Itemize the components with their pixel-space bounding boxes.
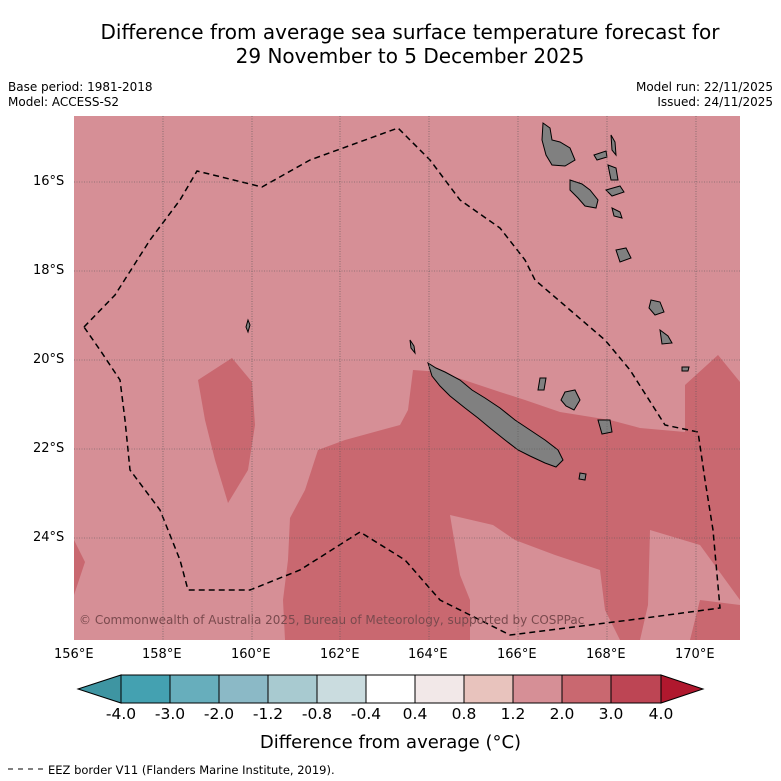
lat-label-22s: 22°S (33, 441, 65, 456)
lon-label-166e: 166°E (497, 647, 537, 662)
vanuatu-island-5 (611, 207, 623, 219)
colorbar-arrow-high (660, 674, 705, 704)
isle-of-pines-land (578, 472, 587, 481)
colorbar-tick-7: 0.4 (402, 705, 428, 723)
colorbar-seg-8 (463, 674, 514, 704)
map-credit: © Commonwealth of Australia 2025, Bureau… (79, 613, 585, 627)
lat-label-20s: 20°S (33, 352, 65, 367)
issued-date: Issued: 24/11/2025 (657, 95, 773, 109)
legend-eez-text: EEZ border V11 (Flanders Marine Institut… (48, 763, 335, 777)
colorbar-tick-8: 0.8 (451, 705, 477, 723)
colorbar-tick-12: 4.0 (648, 705, 674, 723)
colorbar-seg-7 (414, 674, 465, 704)
vanuatu-island-6 (615, 247, 632, 263)
colorbar-seg-11 (610, 674, 662, 704)
colorbar-tick-11: 3.0 (598, 705, 624, 723)
lat-label-16s: 16°S (33, 174, 65, 189)
base-period: Base period: 1981-2018 (8, 80, 153, 94)
anomaly-region-2-to-3-west (198, 358, 255, 503)
chart-title-line1: Difference from average sea surface temp… (100, 20, 720, 44)
vanuatu-central-land (569, 179, 599, 209)
loyalty-ouvea-land (537, 377, 547, 391)
lon-label-160e: 160°E (231, 647, 271, 662)
colorbar-tick-10: 2.0 (549, 705, 575, 723)
colorbar-seg-10 (561, 674, 612, 704)
vanuatu-island-9 (681, 366, 690, 372)
colorbar-seg-2 (169, 674, 220, 704)
anomaly-region-2-to-3-east (283, 355, 740, 640)
lon-label-170e: 170°E (675, 647, 715, 662)
colorbar-tick-6: -0.4 (350, 705, 382, 723)
gridlines (74, 116, 740, 640)
vanuatu-island-4 (605, 185, 625, 197)
colorbar-seg-3 (218, 674, 269, 704)
map-area (74, 116, 740, 640)
colorbar-seg-6 (365, 674, 416, 704)
colorbar (76, 674, 705, 704)
colorbar-seg-5 (316, 674, 367, 704)
colorbar-tick-3: -2.0 (203, 705, 235, 723)
model-run: Model run: 22/11/2025 (635, 80, 773, 94)
colorbar-tick-9: 1.2 (500, 705, 526, 723)
eez-border (83, 127, 721, 636)
land-masses (245, 122, 690, 481)
lat-label-24s: 24°S (33, 530, 65, 545)
model-name: Model: ACCESS-S2 (8, 95, 120, 109)
colorbar-arrow-low (76, 674, 122, 704)
loyalty-mare-land (597, 419, 613, 435)
colorbar-tick-2: -3.0 (154, 705, 186, 723)
colorbar-tick-5: -0.8 (301, 705, 333, 723)
colorbar-title: Difference from average (°C) (259, 732, 522, 753)
new-caledonia-land (427, 361, 564, 468)
lon-label-156e: 156°E (54, 647, 94, 662)
colorbar-tick-4: -1.2 (252, 705, 284, 723)
chart-title-line2: 29 November to 5 December 2025 (235, 44, 585, 68)
colorbar-seg-4 (267, 674, 318, 704)
chesterfield-island (245, 318, 251, 334)
colorbar-seg-1 (120, 674, 171, 704)
lon-label-158e: 158°E (142, 647, 182, 662)
vanuatu-island-7 (648, 299, 665, 316)
belep-island (409, 339, 416, 355)
lon-label-168e: 168°E (586, 647, 626, 662)
loyalty-lifou-land (560, 389, 581, 411)
colorbar-seg-9 (512, 674, 563, 704)
anomaly-region-2-to-3-edge (74, 540, 85, 595)
lon-label-162e: 162°E (320, 647, 360, 662)
lat-label-18s: 18°S (33, 263, 65, 278)
lon-label-164e: 164°E (408, 647, 448, 662)
vanuatu-island-3 (607, 164, 619, 181)
colorbar-tick-1: -4.0 (105, 705, 137, 723)
vanuatu-island-2 (610, 134, 617, 157)
vanuatu-north-land (541, 122, 576, 167)
vanuatu-island-8 (659, 328, 673, 345)
legend-eez: EEZ border V11 (Flanders Marine Institut… (8, 763, 335, 777)
